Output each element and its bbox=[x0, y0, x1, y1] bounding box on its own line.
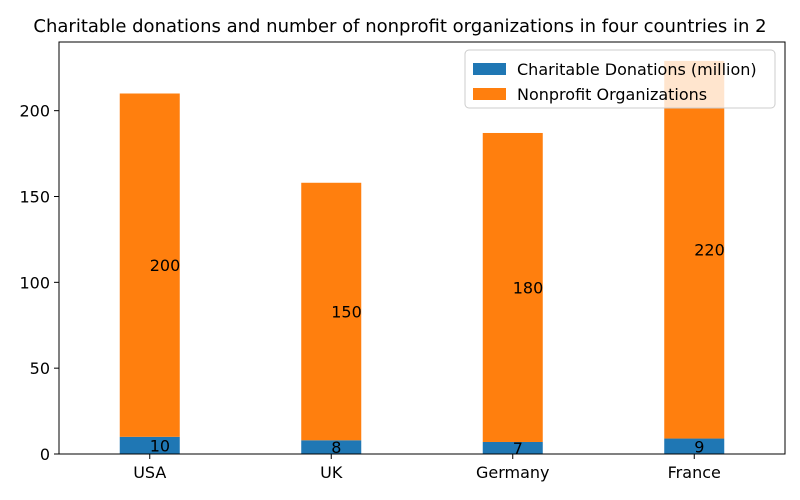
data-label-nonprofits-uk: 150 bbox=[331, 303, 362, 322]
x-tick-label: France bbox=[668, 463, 721, 482]
data-label-donations-germany: 7 bbox=[513, 439, 523, 458]
legend-swatch-donations bbox=[473, 63, 506, 75]
legend-swatch-nonprofits bbox=[473, 88, 506, 100]
chart-title: Charitable donations and number of nonpr… bbox=[33, 16, 766, 37]
y-tick-label: 100 bbox=[19, 273, 50, 292]
bar-nonprofits-germany bbox=[482, 132, 543, 442]
y-tick-label: 0 bbox=[40, 445, 50, 464]
data-label-nonprofits-france: 220 bbox=[694, 241, 725, 260]
bar-nonprofits-uk bbox=[301, 182, 362, 441]
y-tick-label: 150 bbox=[19, 188, 50, 207]
data-labels: 10 8 7 9 200 150 180 220 bbox=[150, 241, 725, 458]
legend-label-donations: Charitable Donations (million) bbox=[517, 60, 757, 79]
bar-donations-germany bbox=[482, 441, 543, 454]
x-tick-label: USA bbox=[133, 463, 166, 482]
y-tick-label: 50 bbox=[30, 359, 50, 378]
plot-frame bbox=[58, 41, 786, 455]
bars bbox=[119, 60, 725, 454]
bar-donations-france bbox=[664, 438, 725, 454]
x-tick-label: Germany bbox=[476, 463, 550, 482]
axes bbox=[58, 41, 786, 455]
bar-donations-usa bbox=[119, 436, 180, 454]
legend-label-nonprofits: Nonprofit Organizations bbox=[517, 85, 707, 104]
x-tick-label: UK bbox=[320, 463, 343, 482]
data-label-donations-usa: 10 bbox=[150, 436, 170, 455]
bar-nonprofits-usa bbox=[119, 93, 180, 437]
y-axis-ticks: 0 50 100 150 200 bbox=[19, 102, 59, 464]
data-label-donations-uk: 8 bbox=[331, 438, 341, 457]
legend-box bbox=[464, 49, 776, 109]
data-label-donations-france: 9 bbox=[694, 437, 704, 456]
bar-donations-uk bbox=[301, 440, 362, 454]
y-tick-label: 200 bbox=[19, 102, 50, 121]
bar-nonprofits-france bbox=[664, 60, 725, 439]
x-axis-ticks: USA UK Germany France bbox=[133, 454, 721, 482]
data-label-nonprofits-germany: 180 bbox=[513, 278, 544, 297]
legend: Charitable Donations (million) Nonprofit … bbox=[464, 49, 776, 109]
data-label-nonprofits-usa: 200 bbox=[150, 256, 181, 275]
